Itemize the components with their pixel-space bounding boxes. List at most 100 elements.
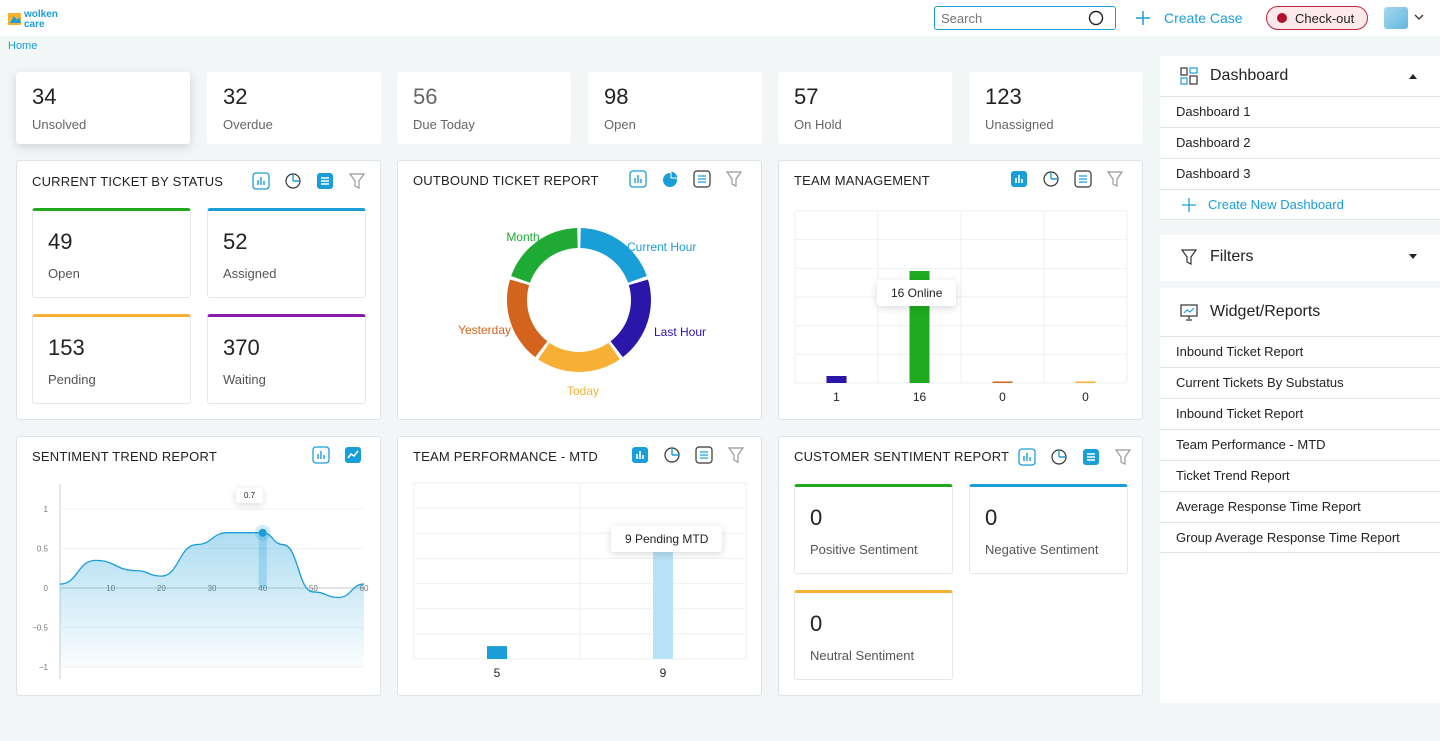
stat-card-due-today[interactable]: 56 Due Today [397,72,571,144]
status-card-assigned[interactable]: 52 Assigned [207,208,366,298]
pie-chart-icon[interactable] [662,445,682,465]
customer-sentiment-panel: CUSTOMER SENTIMENT REPORT 0 Positive Sen… [778,436,1143,696]
status-card-open[interactable]: 49 Open [32,208,191,298]
widget-item[interactable]: Group Average Response Time Report [1160,522,1440,553]
stat-card-unsolved[interactable]: 34 Unsolved [16,72,190,144]
dashboard-item[interactable]: Dashboard 1 [1160,96,1440,127]
donut-slice[interactable] [580,228,647,283]
sentiment-card-positive[interactable]: 0 Positive Sentiment [794,484,953,574]
wolken-care-logo[interactable]: wolken care [8,7,66,29]
stat-label: Unassigned [985,117,1054,132]
chart-tooltip: 16 Online [877,280,957,306]
filter-icon[interactable] [347,171,367,191]
donut-slice[interactable] [610,279,651,358]
card-value: 0 [810,505,823,530]
donut-slice[interactable] [511,228,578,283]
card-value: 370 [223,335,260,360]
donut-label: Current Hour [627,240,696,254]
bar-chart-icon[interactable] [1009,169,1029,189]
chart-bar[interactable] [487,646,507,659]
donut-slice[interactable] [507,279,548,358]
checkout-label: Check-out [1295,10,1355,26]
chart-bar[interactable] [1075,381,1096,384]
filters-header[interactable]: Filters [1160,235,1440,279]
pie-chart-icon[interactable] [283,171,303,191]
y-tick-label: 1 [44,505,49,514]
stat-label: Overdue [223,117,273,132]
create-dashboard-label: Create New Dashboard [1208,196,1344,212]
widget-item[interactable]: Team Performance - MTD [1160,429,1440,460]
chart-bar[interactable] [992,381,1013,384]
data-point[interactable] [258,528,267,537]
filter-icon[interactable] [1113,447,1133,467]
pie-chart-icon[interactable] [1041,169,1061,189]
chart-bar[interactable] [826,376,847,383]
breadcrumb[interactable]: Home [8,40,38,52]
caret-up-icon[interactable] [1408,72,1418,80]
panel-title: CUSTOMER SENTIMENT REPORT [794,449,1010,464]
dashboard-header[interactable]: Dashboard [1160,56,1440,96]
chart-toolbar [1017,447,1133,467]
search-input[interactable] [941,7,1081,29]
logo-text-bottom: care [24,19,45,29]
bar-chart-icon[interactable] [628,169,648,189]
search-icon[interactable] [1088,10,1104,26]
filter-icon[interactable] [726,445,746,465]
chart-tooltip: 9 Pending MTD [611,526,723,552]
bar-value-label: 1 [833,390,840,404]
pie-chart-icon[interactable] [1049,447,1069,467]
bar-value-label: 0 [999,390,1006,404]
dashboard-item[interactable]: Dashboard 2 [1160,127,1440,158]
line-chart-icon[interactable] [343,445,363,465]
bar-chart-icon[interactable] [630,445,650,465]
chart-bar[interactable] [653,543,673,659]
widgets-header[interactable]: Widget/Reports [1160,288,1440,336]
card-label: Neutral Sentiment [810,648,915,663]
create-case-button[interactable]: Create Case [1136,8,1243,28]
widget-item[interactable]: Average Response Time Report [1160,491,1440,522]
stat-card-on-hold[interactable]: 57 On Hold [778,72,952,144]
filter-icon[interactable] [724,169,744,189]
logo-text-top: wolken [23,9,58,20]
chevron-down-icon[interactable] [1414,12,1424,22]
sentiment-card-negative[interactable]: 0 Negative Sentiment [969,484,1128,574]
dashboard-section: Dashboard Dashboard 1 Dashboard 2 Dashbo… [1160,56,1440,221]
donut-slice[interactable] [538,342,620,372]
create-dashboard-button[interactable]: Create New Dashboard [1160,189,1440,220]
search-box[interactable] [934,6,1116,30]
filter-icon[interactable] [1105,169,1125,189]
widget-item[interactable]: Inbound Ticket Report [1160,398,1440,429]
chart-tooltip: 0.7 [236,488,264,503]
list-view-icon[interactable] [694,445,714,465]
pie-chart-icon[interactable] [660,169,680,189]
stat-card-unassigned[interactable]: 123 Unassigned [969,72,1143,144]
list-view-icon[interactable] [692,169,712,189]
bar-chart-icon[interactable] [251,171,271,191]
stat-value: 57 [794,84,819,109]
chart-toolbar [628,169,744,189]
donut-label: Last Hour [654,325,706,339]
avatar[interactable] [1384,7,1408,29]
bar-value-label: 0 [1082,390,1089,404]
top-bar: wolken care Create Case Check-out [0,0,1440,36]
area-fill [60,532,364,667]
widget-item[interactable]: Inbound Ticket Report [1160,336,1440,367]
list-view-icon[interactable] [315,171,335,191]
bar-chart-icon[interactable] [311,445,331,465]
plus-icon [1182,197,1196,212]
list-view-icon[interactable] [1081,447,1101,467]
list-view-icon[interactable] [1073,169,1093,189]
sentiment-card-neutral[interactable]: 0 Neutral Sentiment [794,590,953,680]
widget-item[interactable]: Current Tickets By Substatus [1160,367,1440,398]
dashboard-item[interactable]: Dashboard 3 [1160,158,1440,189]
status-card-waiting[interactable]: 370 Waiting [207,314,366,404]
caret-down-icon[interactable] [1408,253,1418,261]
stat-card-open[interactable]: 98 Open [588,72,762,144]
bar-chart-icon[interactable] [1017,447,1037,467]
checkout-button[interactable]: Check-out [1266,6,1368,30]
stat-card-overdue[interactable]: 32 Overdue [207,72,381,144]
status-card-pending[interactable]: 153 Pending [32,314,191,404]
card-value: 49 [48,229,73,254]
widget-item[interactable]: Ticket Trend Report [1160,460,1440,491]
